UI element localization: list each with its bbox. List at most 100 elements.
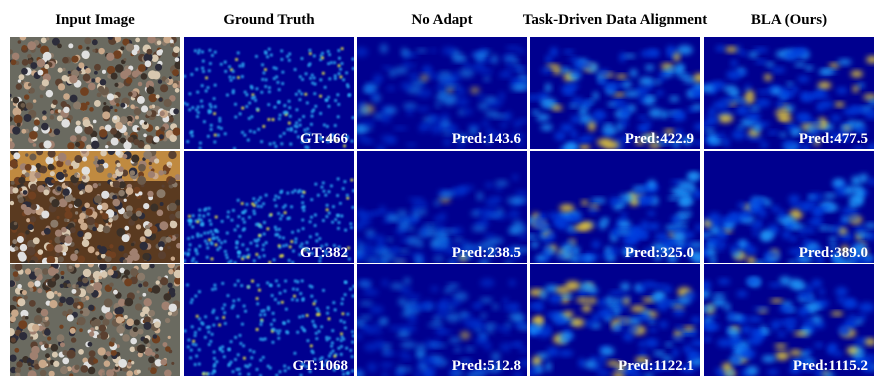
gt-dot — [239, 334, 242, 337]
gt-dot — [265, 78, 268, 81]
crowd-dot — [124, 278, 132, 286]
crowd-dot — [92, 227, 97, 232]
pred-blob — [626, 326, 640, 333]
gt-dot — [262, 202, 265, 205]
crowd-dot — [52, 99, 58, 105]
crowd-dot — [160, 202, 164, 206]
gt-dot — [286, 55, 289, 58]
gt-dot — [256, 328, 259, 331]
crowd-dot — [33, 99, 36, 102]
gt-dot — [231, 219, 234, 222]
pred-blob — [712, 140, 724, 144]
crowd-dot — [95, 164, 99, 168]
crowd-dot — [10, 201, 14, 205]
crowd-dot — [147, 191, 153, 197]
gt-dot — [294, 352, 297, 355]
gt-dot — [352, 58, 355, 61]
pred-blob — [803, 228, 816, 233]
gt-dot — [322, 289, 325, 292]
pred-blob — [473, 52, 488, 60]
column-header: Ground Truth — [223, 12, 315, 28]
gt-dot — [314, 83, 317, 86]
gt-dot — [232, 70, 235, 73]
gt-dot — [281, 254, 284, 257]
pred-blob — [748, 256, 755, 265]
pred-blob — [649, 328, 657, 332]
pred-blob — [844, 298, 855, 307]
crowd-dot — [95, 251, 99, 255]
gt-dot — [242, 218, 245, 221]
pred-blob — [570, 116, 580, 124]
gt-dot — [313, 302, 316, 305]
gt-dot — [214, 134, 217, 137]
gt-dot — [334, 99, 337, 102]
crowd-dot — [43, 52, 52, 61]
gt-dot — [196, 252, 199, 255]
pred-blob — [484, 233, 495, 238]
crowd-dot — [59, 296, 66, 303]
gt-dot — [326, 208, 329, 211]
gt-dot — [331, 342, 334, 345]
crowd-dot — [156, 50, 162, 56]
gt-dot — [207, 86, 210, 89]
pred-blob — [454, 54, 467, 61]
gt-dot — [270, 323, 273, 326]
pred-blob — [851, 70, 863, 77]
crowd-dot — [19, 332, 27, 340]
pred-blob — [809, 195, 815, 199]
pred-blob — [445, 85, 461, 89]
pred-blob — [563, 311, 574, 317]
column-header: BLA (Ours) — [751, 12, 827, 28]
crowd-dot — [126, 319, 134, 327]
crowd-dot — [66, 280, 70, 284]
gt-dot — [234, 336, 237, 339]
crowd-dot — [131, 155, 139, 163]
gt-dot — [263, 313, 266, 316]
crowd-dot — [58, 256, 64, 262]
gt-dot — [278, 101, 281, 104]
column-header: No Adapt — [411, 12, 472, 28]
pred-blob — [399, 221, 405, 231]
pred-blob — [588, 121, 595, 131]
pred-blob — [363, 289, 379, 296]
gt-dot — [351, 341, 354, 344]
pred-blob — [579, 108, 587, 116]
crowd-dot — [65, 182, 69, 186]
crowd-dot — [146, 343, 150, 347]
gt-dot — [242, 344, 245, 347]
crowd-dot — [148, 288, 152, 292]
pred-blob — [762, 355, 776, 362]
gt-dot — [247, 285, 250, 288]
pred-blob — [471, 225, 486, 232]
pred-blob — [623, 332, 634, 341]
gt-dot — [220, 241, 223, 244]
gt-dot — [288, 59, 291, 62]
gt-dot — [210, 223, 213, 226]
pred-blob — [644, 121, 651, 126]
gt-dot — [190, 301, 193, 304]
pred-blob — [808, 220, 823, 226]
pred-blob — [635, 284, 642, 292]
pred-blob — [721, 98, 736, 105]
crowd-dot — [118, 245, 124, 251]
gt-dot — [337, 115, 340, 118]
gt-dot — [198, 49, 201, 52]
crowd-dot — [67, 283, 71, 287]
pred-blob — [440, 191, 455, 198]
gt-dot — [224, 132, 227, 135]
crowd-dot — [99, 316, 104, 321]
gt-dot — [200, 321, 203, 324]
crowd-dot — [30, 62, 37, 69]
pred-blob — [613, 93, 626, 97]
pred-blob — [431, 286, 439, 292]
gt-dot — [294, 241, 297, 244]
pred-blob — [868, 178, 876, 184]
pred-blob — [399, 351, 409, 355]
gt-dot — [328, 77, 331, 80]
pred-blob — [534, 326, 542, 332]
crowd-dot — [109, 283, 114, 288]
pred-blob — [707, 324, 720, 329]
crowd-dot — [19, 188, 23, 192]
gt-dot — [289, 115, 292, 118]
